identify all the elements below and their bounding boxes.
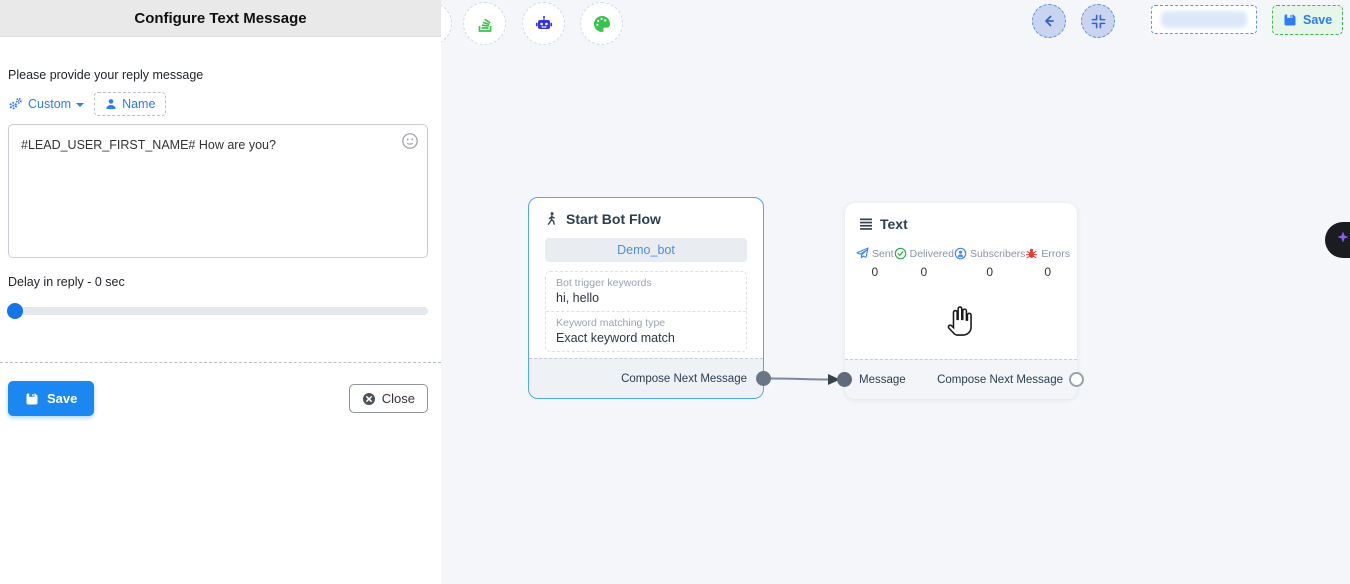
start-node-footer: Compose Next Message bbox=[529, 358, 763, 398]
save-button-label: Save bbox=[47, 391, 78, 406]
text-node-output-port[interactable] bbox=[1069, 372, 1084, 387]
text-node-stats: Sent 0 Delivered 0 bbox=[845, 232, 1077, 279]
stack-icon bbox=[478, 18, 491, 32]
stat-label: Delivered bbox=[909, 247, 954, 260]
stat-sent: Sent 0 bbox=[856, 247, 894, 279]
message-editor: #LEAD_USER_FIRST_NAME# How are you? bbox=[8, 124, 428, 258]
redacted-text bbox=[1161, 11, 1247, 28]
start-node-title: Start Bot Flow bbox=[566, 211, 661, 227]
smiley-icon bbox=[402, 133, 418, 149]
slider-thumb[interactable] bbox=[7, 303, 23, 319]
subscribers-icon bbox=[954, 247, 967, 260]
reply-prompt-label: Please provide your reply message bbox=[8, 68, 204, 82]
delay-slider[interactable] bbox=[7, 303, 428, 319]
bot-name-chip[interactable]: Demo_bot bbox=[545, 238, 747, 262]
text-node-title: Text bbox=[880, 216, 908, 232]
robot-icon bbox=[535, 15, 552, 29]
message-input-label: Message bbox=[859, 373, 906, 386]
delay-label: Delay in reply - bbox=[8, 275, 92, 289]
stat-delivered: Delivered 0 bbox=[894, 247, 954, 279]
canvas-save-button[interactable]: Save bbox=[1272, 5, 1344, 35]
slider-track[interactable] bbox=[8, 307, 428, 315]
toolbar-hidden-button[interactable] bbox=[441, 2, 452, 45]
name-variable-label: Name bbox=[122, 97, 156, 111]
start-node-fields: Bot trigger keywords hi, hello Keyword m… bbox=[545, 271, 747, 352]
text-lines-icon bbox=[860, 218, 872, 230]
field-value: hi, hello bbox=[556, 291, 600, 305]
delay-value: 0 sec bbox=[94, 275, 125, 289]
bot-button[interactable] bbox=[522, 2, 565, 45]
field-value: Exact keyword match bbox=[556, 331, 675, 345]
matching-type-field[interactable]: Keyword matching type Exact keyword matc… bbox=[546, 311, 746, 351]
panel-actions-row: Save Close bbox=[8, 381, 428, 416]
delay-label-row: Delay in reply - 0 sec bbox=[8, 275, 428, 289]
field-label: Keyword matching type bbox=[556, 317, 666, 329]
custom-dropdown[interactable]: Custom bbox=[8, 97, 85, 111]
compose-next-message-label: Compose Next Message bbox=[937, 373, 1063, 386]
stat-label: Errors bbox=[1041, 247, 1071, 260]
custom-dropdown-label: Custom bbox=[28, 97, 72, 111]
chevron-down-icon bbox=[76, 103, 85, 107]
back-button[interactable] bbox=[1032, 4, 1066, 38]
name-variable-button[interactable]: Name bbox=[94, 92, 167, 116]
panel-title: Configure Text Message bbox=[0, 0, 441, 37]
hand-cursor-icon bbox=[945, 303, 977, 342]
save-button[interactable]: Save bbox=[8, 381, 95, 416]
sparkles-icon bbox=[1337, 231, 1350, 246]
panel-divider bbox=[0, 362, 441, 363]
close-button-label: Close bbox=[381, 391, 415, 406]
text-node-header: Text bbox=[845, 203, 1077, 232]
floppy-icon bbox=[26, 393, 38, 404]
flow-canvas[interactable]: Save Start Bot Flow Demo_bot Bot trigger… bbox=[441, 0, 1350, 584]
emoji-picker-button[interactable] bbox=[401, 132, 419, 150]
fit-view-button[interactable] bbox=[1081, 4, 1115, 38]
close-circle-icon bbox=[362, 392, 375, 405]
close-button[interactable]: Close bbox=[348, 384, 428, 413]
variable-buttons-row: Custom Name bbox=[8, 92, 428, 116]
message-input[interactable]: #LEAD_USER_FIRST_NAME# How are you? bbox=[9, 125, 427, 257]
floppy-icon bbox=[1284, 14, 1296, 26]
gears-icon bbox=[9, 97, 22, 110]
stack-button[interactable] bbox=[463, 2, 506, 45]
compress-icon bbox=[1091, 14, 1105, 28]
ai-assistant-button[interactable] bbox=[1325, 222, 1350, 258]
compose-next-message-label: Compose Next Message bbox=[621, 372, 747, 385]
arrow-left-icon bbox=[1045, 15, 1054, 27]
text-node-footer: Message Compose Next Message bbox=[845, 359, 1077, 399]
person-icon bbox=[106, 99, 116, 109]
palette-icon bbox=[593, 15, 610, 32]
stat-errors: Errors 0 bbox=[1025, 247, 1070, 279]
stat-label: Subscribers bbox=[969, 247, 1026, 260]
start-bot-flow-node[interactable]: Start Bot Flow Demo_bot Bot trigger keyw… bbox=[528, 197, 764, 399]
stat-subscribers: Subscribers 0 bbox=[954, 247, 1025, 279]
stat-value: 0 bbox=[920, 265, 928, 279]
stat-label: Sent bbox=[872, 247, 894, 260]
stat-value: 0 bbox=[1044, 265, 1052, 279]
walking-person-icon bbox=[547, 212, 555, 225]
delivered-icon bbox=[894, 247, 906, 260]
flow-name-input[interactable] bbox=[1151, 5, 1257, 34]
stat-value: 0 bbox=[986, 265, 994, 279]
trigger-keywords-field[interactable]: Bot trigger keywords hi, hello bbox=[546, 272, 746, 311]
errors-icon bbox=[1026, 248, 1038, 259]
start-node-output-port[interactable] bbox=[756, 371, 771, 386]
text-node-input-port[interactable] bbox=[837, 372, 852, 387]
canvas-save-label: Save bbox=[1303, 13, 1333, 27]
field-label: Bot trigger keywords bbox=[556, 277, 652, 289]
theme-button[interactable] bbox=[580, 2, 623, 45]
sent-icon bbox=[856, 247, 869, 259]
stat-value: 0 bbox=[871, 265, 879, 279]
text-message-node[interactable]: Text Sent 0 bbox=[845, 203, 1077, 399]
start-node-header: Start Bot Flow bbox=[529, 198, 763, 227]
configure-panel: Configure Text Message Please provide yo… bbox=[0, 0, 441, 584]
